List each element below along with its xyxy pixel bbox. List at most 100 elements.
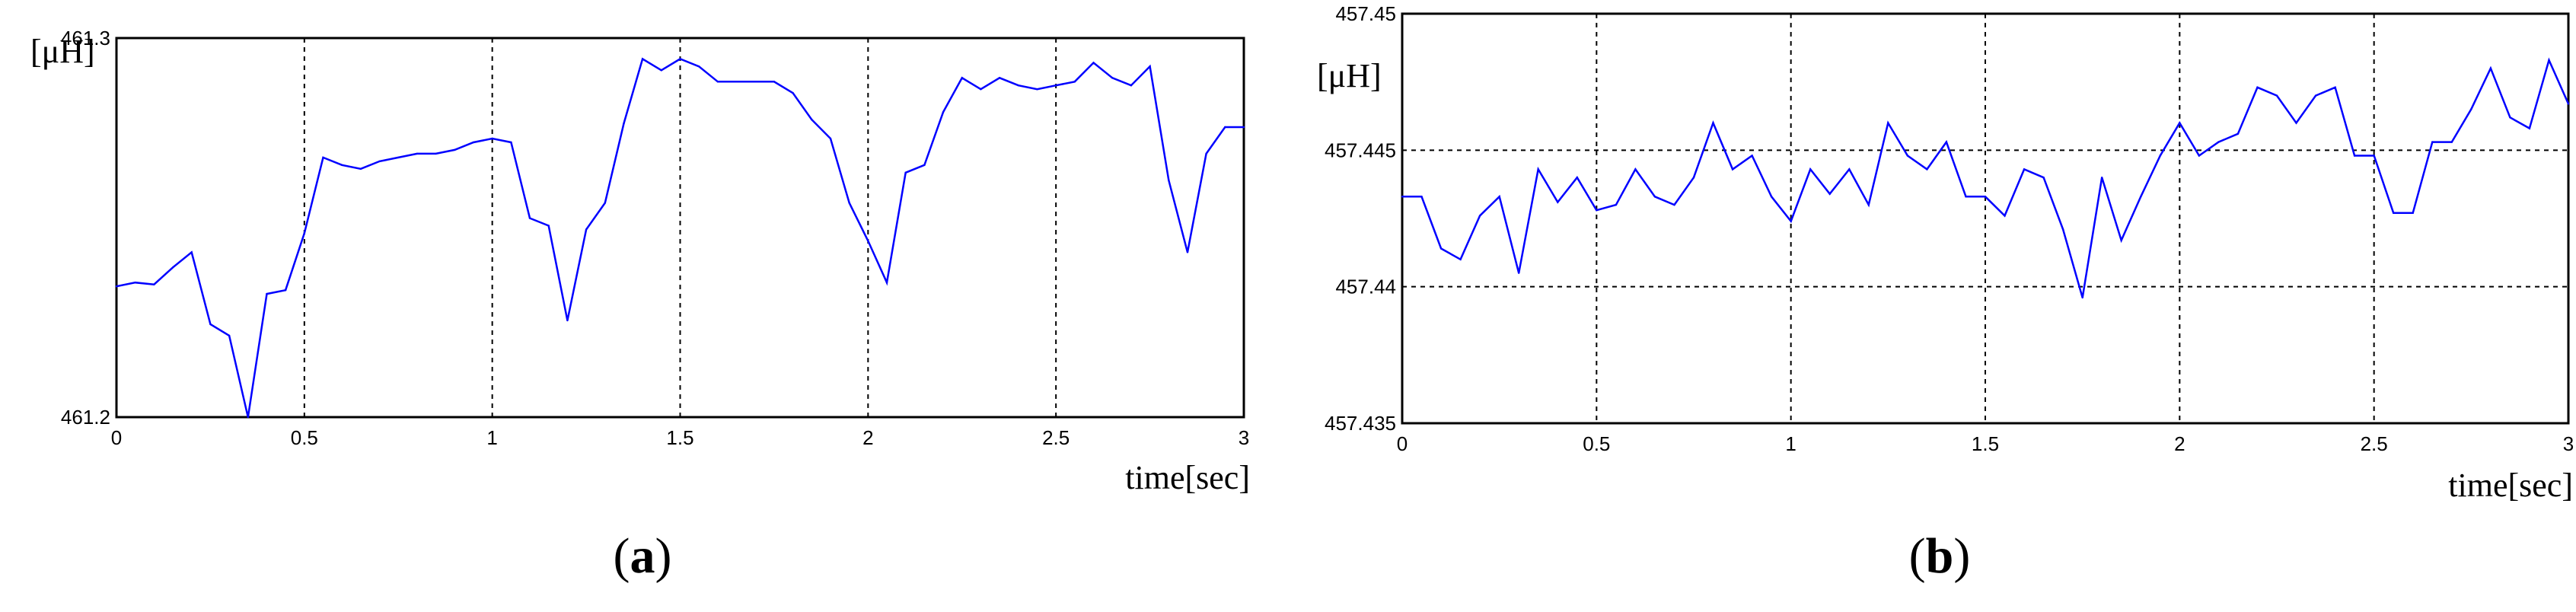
data-point: [2295, 122, 2297, 124]
data-point: [454, 148, 456, 151]
data-point: [341, 164, 343, 166]
data-point: [1017, 84, 1020, 87]
data-point: [1809, 168, 1812, 171]
data-point: [2217, 141, 2220, 143]
data-point: [1518, 272, 1520, 274]
data-point: [1168, 179, 1170, 181]
data-point: [2004, 215, 2006, 217]
data-point: [472, 141, 475, 144]
grid-lines: [303, 38, 1057, 417]
data-point: [1130, 84, 1133, 87]
y-tick-label: 457.44: [1335, 276, 1396, 298]
x-tick-label: 2.5: [1042, 426, 1070, 449]
y-unit-label: [μH]: [30, 33, 95, 70]
x-axis-label: time[sec]: [2448, 467, 2573, 504]
data-point: [829, 137, 832, 140]
data-point: [528, 217, 531, 219]
data-point: [1828, 193, 1831, 195]
data-point: [1615, 203, 1618, 206]
data-point: [1036, 88, 1038, 91]
y-tick-label: 457.445: [1325, 139, 1396, 161]
data-point: [585, 228, 588, 231]
data-point: [2179, 122, 2181, 124]
data-point: [1111, 77, 1114, 79]
data-point: [303, 232, 305, 234]
data-point: [735, 81, 738, 83]
x-tick-label: 1: [486, 426, 497, 449]
x-tick-label: 1.5: [666, 426, 693, 449]
data-point: [2023, 168, 2026, 171]
x-tick-labels: 0 0.5 1 1.5 2 2.5 3: [111, 426, 1249, 449]
data-point: [2042, 177, 2045, 179]
data-point: [811, 118, 813, 121]
data-point: [2489, 67, 2492, 69]
data-point: [1731, 168, 1734, 171]
data-point: [1498, 196, 1500, 198]
data-point: [209, 323, 212, 326]
data-point: [2334, 86, 2336, 89]
y-tick-labels: 457.435 457.44 457.445 457.45: [1325, 2, 1396, 435]
data-point: [1634, 168, 1637, 171]
data-point: [153, 283, 155, 285]
data-point: [2120, 239, 2122, 241]
x-tick-label: 0.5: [1583, 432, 1610, 455]
panel-letter: b: [1926, 528, 1954, 584]
panel-letter: a: [630, 528, 655, 584]
x-tick-label: 3: [1239, 426, 1249, 449]
y-tick-label: 461.2: [61, 406, 110, 429]
series-layer: [1401, 57, 2570, 299]
x-tick-label: 2.5: [2361, 432, 2388, 455]
data-point: [322, 156, 324, 159]
data-point: [1906, 155, 1909, 157]
data-point: [2314, 94, 2317, 97]
data-point: [1242, 126, 1245, 129]
data-point: [754, 81, 757, 83]
data-point: [848, 202, 850, 204]
data-point: [604, 202, 606, 204]
data-point: [1401, 196, 1404, 198]
data-point: [2509, 116, 2511, 119]
grid-lines: [1402, 14, 2568, 423]
data-point: [491, 137, 493, 140]
data-point: [1887, 122, 1889, 124]
data-point: [247, 416, 249, 419]
chart-b: 0 0.5 1 1.5 2 2.5 3 457.435 457.44 457.445 457.45…: [1317, 2, 2574, 584]
data-point: [284, 289, 287, 292]
data-point: [1557, 201, 1559, 203]
data-point: [773, 81, 776, 83]
data-point: [2061, 228, 2064, 231]
data-point: [1984, 196, 1987, 198]
data-point: [867, 240, 869, 242]
plot-frame: [115, 37, 1245, 419]
data-point: [885, 282, 888, 284]
plot-frame: [1401, 12, 2570, 425]
data-point: [961, 77, 964, 79]
data-point: [998, 77, 1001, 79]
data-point: [1596, 209, 1598, 212]
data-point: [1224, 126, 1226, 129]
panel-label: (b): [1909, 528, 1971, 584]
data-point: [1092, 62, 1095, 64]
y-tick-label: 457.435: [1325, 412, 1396, 435]
data-point: [1867, 203, 1870, 206]
data-point: [2548, 59, 2550, 62]
data-point: [2275, 94, 2278, 97]
x-axis-label: time[sec]: [1125, 459, 1250, 496]
x-tick-label: 1: [1785, 432, 1796, 455]
data-point: [1205, 152, 1207, 155]
data-point: [2081, 296, 2083, 299]
data-point: [228, 334, 231, 337]
data-point: [2470, 108, 2472, 110]
data-point: [1770, 196, 1773, 198]
data-point: [2412, 212, 2414, 214]
series-layer: [115, 57, 1245, 419]
data-point: [942, 110, 945, 113]
data-point: [1653, 196, 1656, 198]
y-unit-label: [μH]: [1317, 57, 1382, 94]
data-point: [1965, 196, 1967, 198]
data-point: [435, 152, 437, 155]
data-point: [623, 122, 625, 125]
data-point: [416, 152, 419, 155]
data-point: [378, 160, 381, 163]
